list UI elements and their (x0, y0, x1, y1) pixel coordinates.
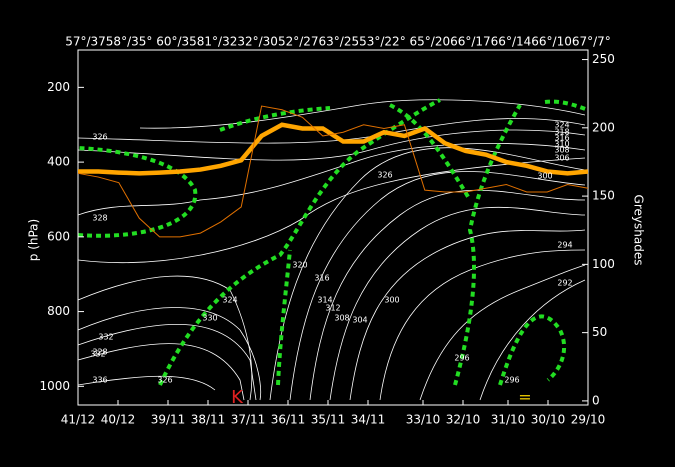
contour (77, 129, 586, 161)
series-line (77, 105, 589, 238)
contour (419, 264, 586, 401)
marker-label: K (231, 387, 244, 408)
green-line (498, 314, 567, 386)
x-tick-label: 41/12 (61, 413, 96, 427)
contour (379, 249, 586, 401)
y-tick-label: 400 (47, 155, 70, 169)
x-tick-label: 32/10 (446, 413, 481, 427)
contour-label: 296 (454, 354, 469, 363)
green-line (77, 146, 198, 238)
contour-label: 326 (92, 133, 107, 142)
contour (329, 206, 586, 401)
contour-label: 308 (334, 314, 349, 323)
contour-label: 306 (554, 154, 569, 163)
y2-tick-label: 150 (592, 189, 615, 203)
y2-tick-label: 0 (592, 393, 600, 407)
contour-label: 294 (557, 241, 572, 250)
contour (309, 189, 586, 401)
contour-label: 300 (384, 296, 399, 305)
contour-label: 304 (352, 316, 367, 325)
contour (289, 171, 586, 401)
marker-label: = (518, 388, 531, 407)
contour (77, 375, 216, 391)
contour-label: 316 (554, 134, 569, 143)
contour (269, 147, 586, 401)
y-axis-label: p (hPa) (27, 219, 41, 261)
contour-label: 310 (554, 140, 569, 149)
x-tick-label: 40/12 (101, 413, 136, 427)
x-tick-label: 37/11 (231, 413, 266, 427)
contour-label: 326 (157, 376, 172, 385)
contour-label: 314 (317, 296, 332, 305)
contour-label: 318 (554, 128, 569, 137)
y2-tick-label: 200 (592, 120, 615, 134)
contours (77, 99, 586, 401)
x-tick-label: 35/11 (311, 413, 346, 427)
contour-label: 312 (325, 304, 340, 313)
contour-label: 328 (92, 348, 107, 357)
contour-label: 324 (554, 121, 569, 130)
y2-tick-label: 250 (592, 52, 615, 66)
x-tick-label: 36/11 (271, 413, 306, 427)
green-line (544, 99, 589, 112)
chart-title: 57°/3758°/35° 60°/3581°/3232°/3052°/2763… (65, 35, 611, 49)
contour-label: 326 (377, 171, 392, 180)
plot-frame (77, 49, 589, 406)
green-line (219, 106, 331, 132)
contour-label: 320 (292, 261, 307, 270)
y-tick-label: 600 (47, 229, 70, 243)
contour-label: 300 (537, 172, 552, 181)
x-tick-label: 33/10 (406, 413, 441, 427)
contour (77, 143, 586, 216)
contour-label: 328 (92, 214, 107, 223)
contour (479, 279, 586, 401)
contour-label: 316 (314, 274, 329, 283)
y2-tick-label: 100 (592, 257, 615, 271)
green-line (453, 104, 522, 386)
contour-label: 308 (554, 146, 569, 155)
green-line (276, 249, 292, 386)
x-tick-label: 39/11 (151, 413, 186, 427)
contour-label: 332 (90, 350, 105, 359)
x-tick-label: 30/10 (531, 413, 566, 427)
x-tick-label: 29/10 (571, 413, 606, 427)
y2-tick-label: 50 (592, 325, 607, 339)
contour (77, 307, 261, 401)
x-tick-label: 38/11 (191, 413, 226, 427)
contour-label: 332 (98, 333, 113, 342)
contour-label: 336 (92, 376, 107, 385)
y-tick-label: 200 (47, 80, 70, 94)
contour-label: 292 (557, 279, 572, 288)
contour (77, 323, 257, 401)
y-tick-label: 1000 (39, 379, 70, 393)
contour-label: 324 (222, 296, 237, 305)
y-tick-label: 800 (47, 304, 70, 318)
contour-label: 296 (504, 376, 519, 385)
series-line (78, 122, 589, 176)
y2-axis-label: Greyshades (632, 195, 646, 266)
x-tick-label: 31/10 (491, 413, 526, 427)
contour-label: 330 (202, 314, 217, 323)
contour (349, 229, 586, 401)
x-tick-label: 34/11 (351, 413, 386, 427)
green-line (389, 103, 472, 202)
